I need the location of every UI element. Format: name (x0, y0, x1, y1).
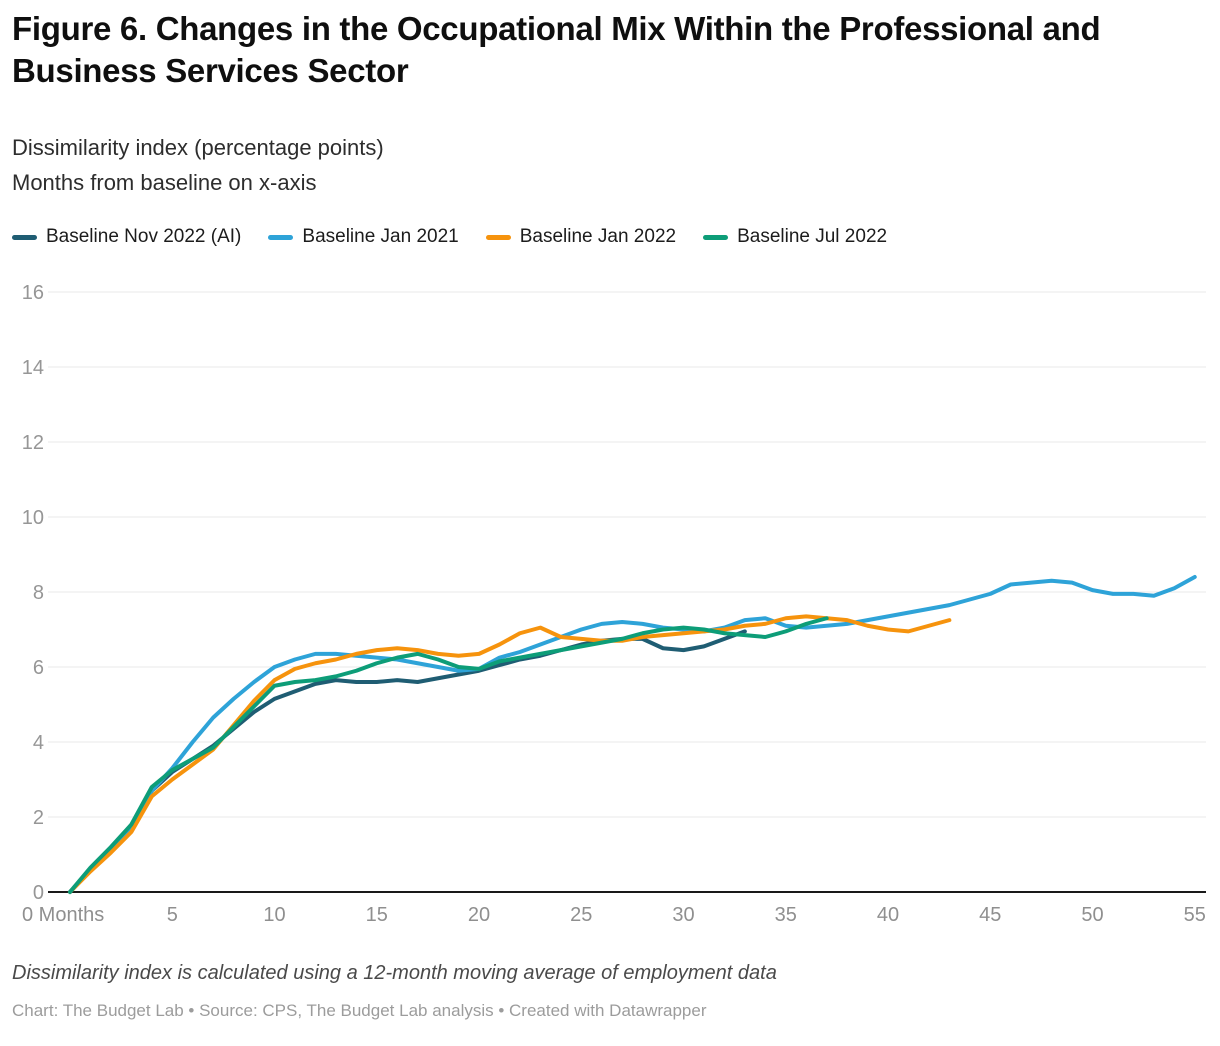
footnote: Dissimilarity index is calculated using … (12, 962, 777, 984)
y-tick-label: 16 (22, 282, 44, 304)
chart-subtitle: Dissimilarity index (percentage points) … (12, 130, 384, 200)
y-tick-label: 0 (33, 882, 44, 904)
legend-label: Baseline Nov 2022 (AI) (46, 226, 242, 247)
legend-item-baseline-nov-2022-ai: Baseline Nov 2022 (AI) (12, 226, 241, 248)
legend-label: Baseline Jan 2022 (519, 226, 677, 247)
y-tick-label: 12 (22, 432, 44, 454)
x-tick-label: 5 (167, 904, 178, 926)
legend-label: Baseline Jul 2022 (737, 226, 888, 247)
x-tick-label: 0 Months (22, 904, 104, 926)
x-tick-label: 55 (1184, 904, 1206, 926)
legend-item-baseline-jan-2021: Baseline Jan 2021 (268, 226, 459, 248)
y-tick-label: 6 (33, 657, 44, 679)
legend-swatch-icon (12, 234, 37, 240)
legend-swatch-icon (703, 234, 729, 240)
x-tick-label: 35 (775, 904, 797, 926)
series-line-baseline-nov-2022-ai (68, 629, 747, 894)
y-tick-label: 10 (22, 507, 44, 529)
subtitle-line-1: Dissimilarity index (percentage points) (12, 135, 384, 160)
x-tick-label: 45 (979, 904, 1001, 926)
y-tick-label: 14 (22, 357, 44, 379)
chart-title: Figure 6. Changes in the Occupational Mi… (12, 10, 1101, 90)
x-tick-label: 50 (1081, 904, 1103, 926)
credit-line: Chart: The Budget Lab • Source: CPS, The… (12, 1001, 707, 1020)
y-tick-label: 8 (33, 582, 44, 604)
x-tick-label: 30 (672, 904, 694, 926)
series-line-baseline-jul-2022 (68, 616, 829, 894)
y-tick-label: 2 (33, 807, 44, 829)
x-tick-label: 25 (570, 904, 592, 926)
x-tick-label: 20 (468, 904, 490, 926)
y-tick-label: 4 (33, 732, 44, 754)
x-tick-label: 10 (263, 904, 285, 926)
x-tick-label: 15 (366, 904, 388, 926)
x-tick-label: 40 (877, 904, 899, 926)
series-line-baseline-jan-2021 (68, 575, 1197, 894)
legend-item-baseline-jan-2022: Baseline Jan 2022 (485, 226, 677, 248)
legend: Baseline Nov 2022 (AI) Baseline Jan 2021 B… (12, 226, 887, 248)
legend-swatch-icon (268, 234, 294, 240)
legend-swatch-icon (485, 234, 511, 240)
legend-item-baseline-jul-2022: Baseline Jul 2022 (703, 226, 887, 248)
legend-label: Baseline Jan 2021 (302, 226, 459, 247)
subtitle-line-2: Months from baseline on x-axis (12, 170, 317, 195)
